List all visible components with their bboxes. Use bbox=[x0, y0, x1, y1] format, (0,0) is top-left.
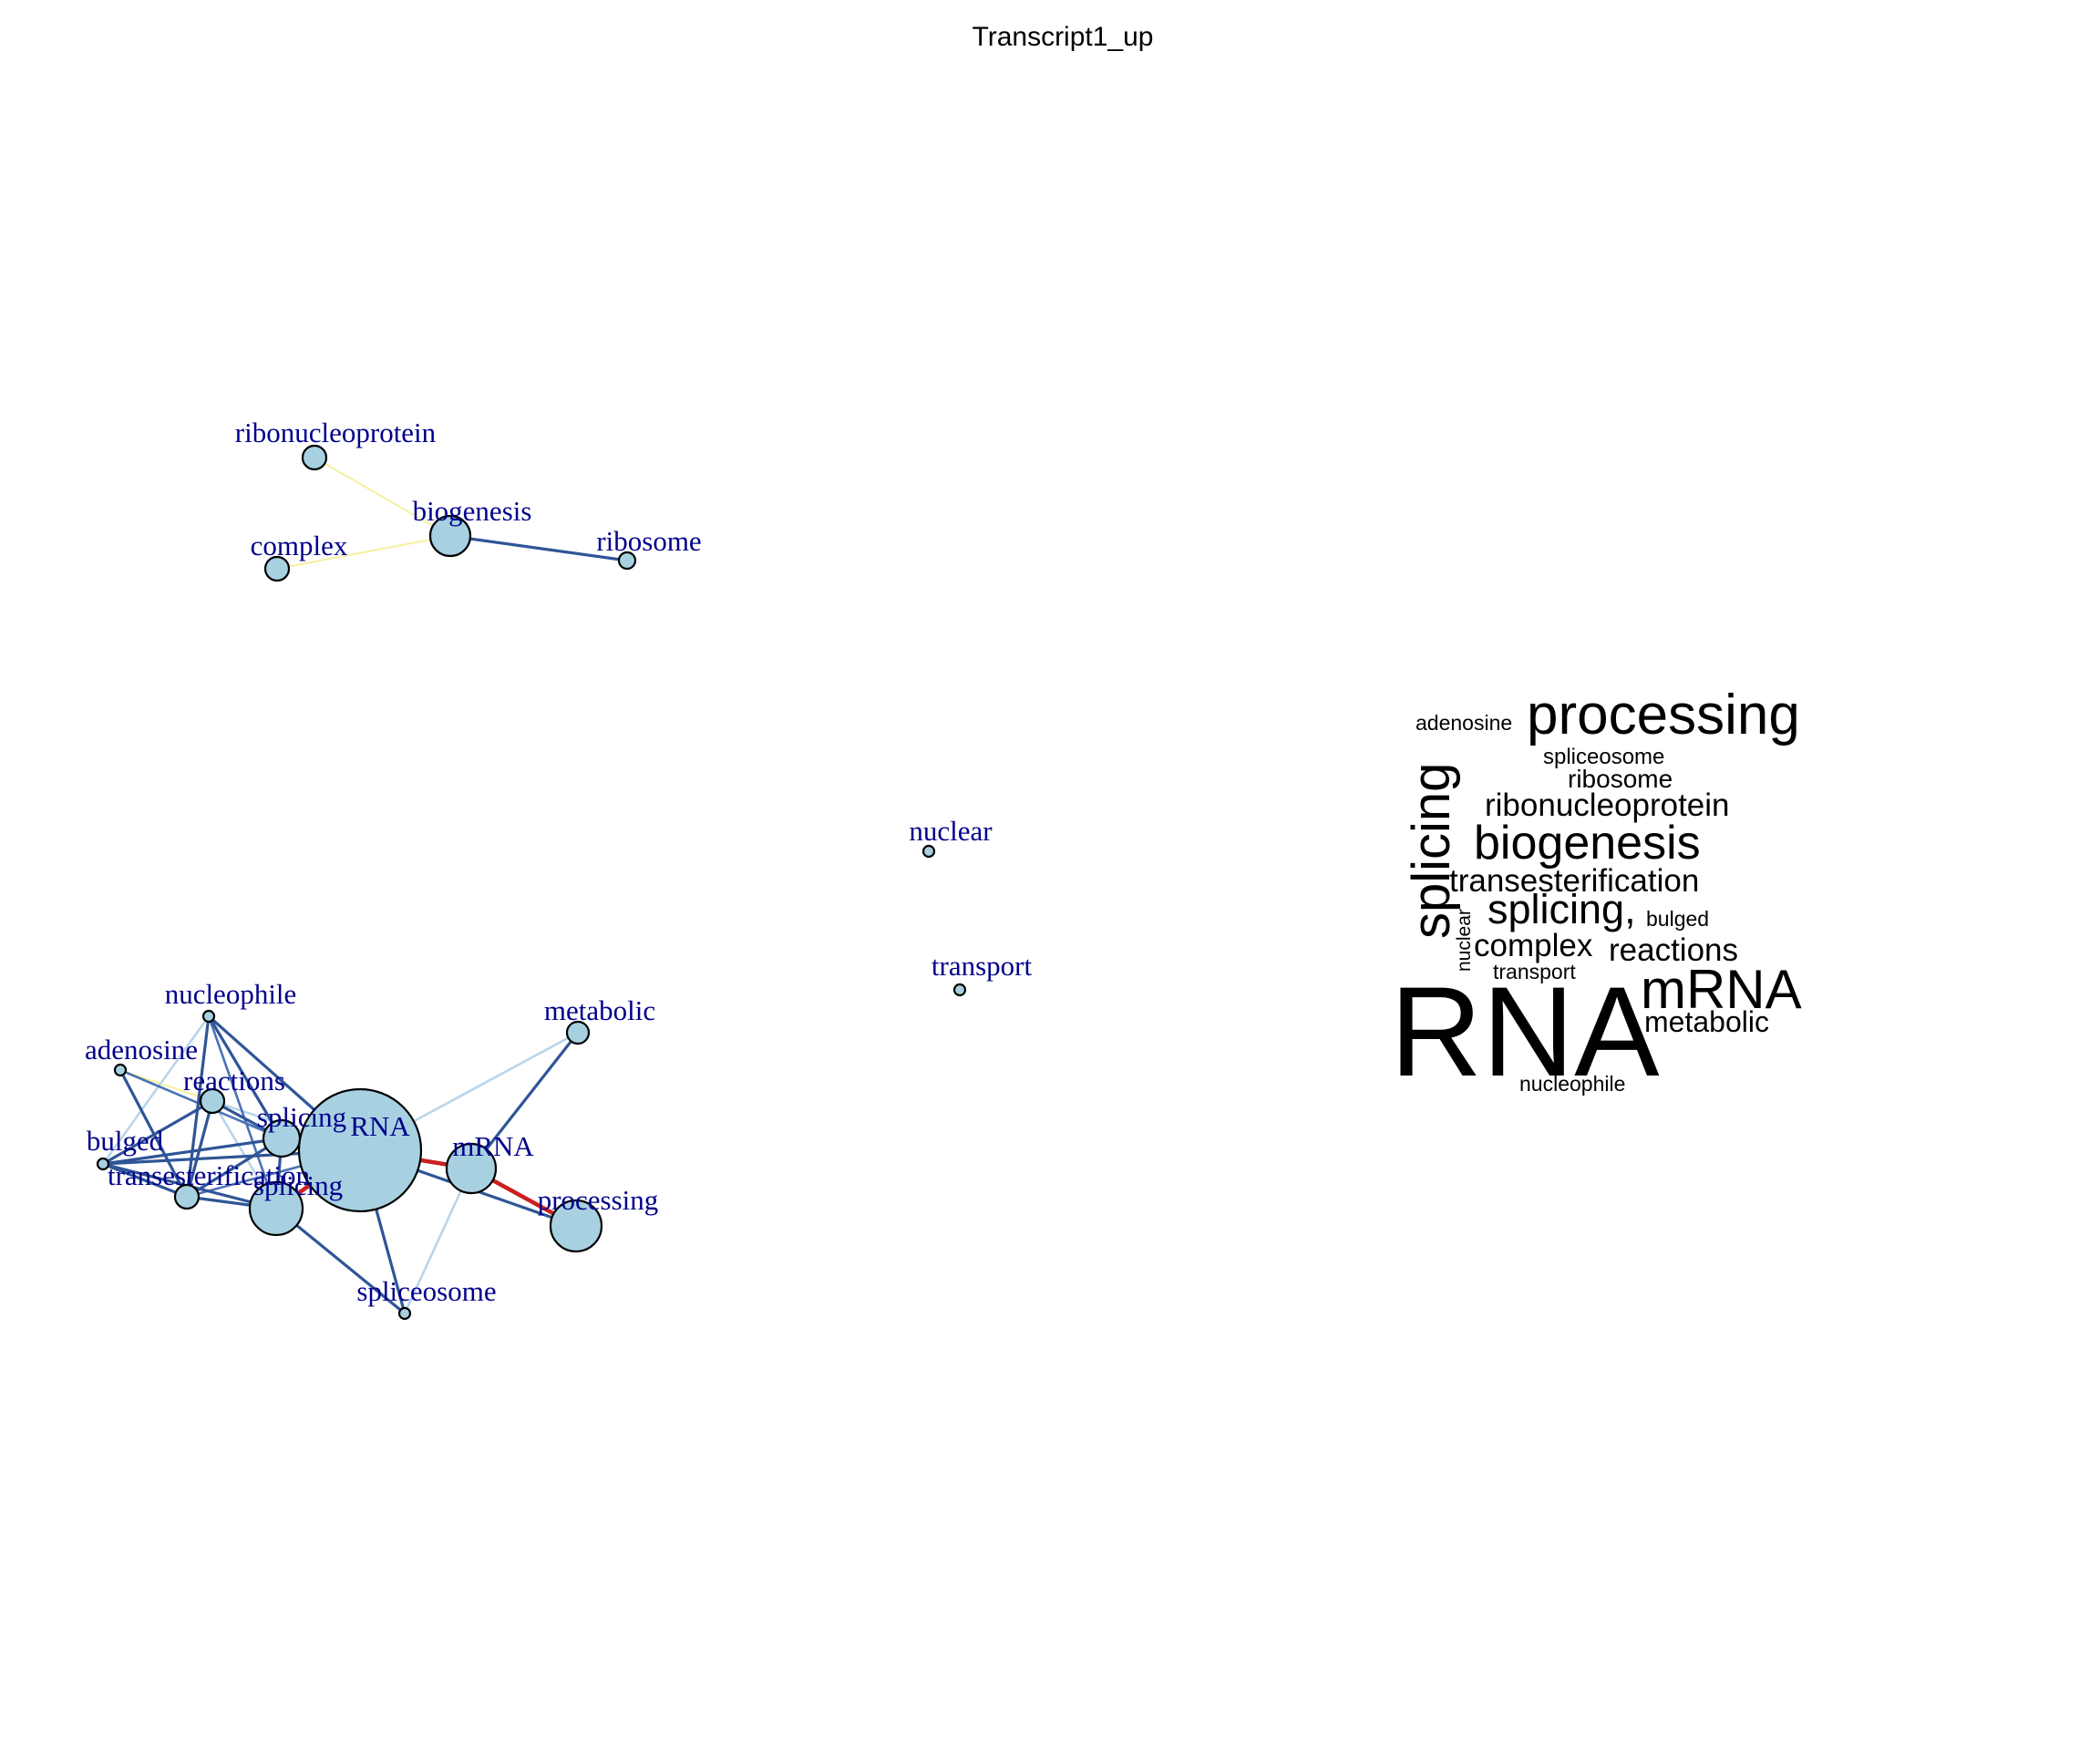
edge-mRNA-metabolic bbox=[469, 1032, 580, 1169]
network-nodes bbox=[96, 444, 967, 1321]
cloud-word-ribonucleoprotein: ribonucleoprotein bbox=[1485, 788, 1730, 823]
node-transport bbox=[952, 983, 967, 997]
network-labels: ribonucleoprotein biogenesis complex riboso… bbox=[85, 417, 1032, 1307]
figure-title: Transcript1_up bbox=[973, 22, 1154, 52]
cloud-word-metabolic: metabolic bbox=[1644, 1005, 1769, 1038]
node-label-transesterification: transesterification bbox=[108, 1159, 311, 1191]
edge-ribonucleoprotein-biogenesis bbox=[314, 457, 451, 537]
node-label-bulged: bulged bbox=[87, 1125, 164, 1157]
cloud-word-transport: transport bbox=[1493, 960, 1576, 983]
cloud-word-reactions: reactions bbox=[1609, 932, 1738, 968]
node-adenosine bbox=[113, 1063, 128, 1077]
edge-nucleophile-splicing_comma bbox=[207, 1015, 283, 1139]
node-ribosome bbox=[617, 551, 637, 571]
edge-splicing-spliceosome bbox=[274, 1207, 407, 1315]
node-label-processing: processing bbox=[538, 1184, 659, 1216]
cloud-word-rna: RNA bbox=[1390, 960, 1660, 1103]
edge-mRNA-spliceosome bbox=[403, 1168, 473, 1314]
cloud-word-nucleophile: nucleophile bbox=[1519, 1072, 1625, 1096]
node-bulged bbox=[96, 1157, 110, 1171]
cloud-word-adenosine: adenosine bbox=[1415, 711, 1512, 735]
node-label-nuclear: nuclear bbox=[909, 815, 993, 847]
cloud-word-complex: complex bbox=[1474, 928, 1593, 963]
cloud-word-bulged: bulged bbox=[1646, 907, 1709, 931]
cloud-word-mrna: mRNA bbox=[1641, 959, 1802, 1020]
node-biogenesis bbox=[428, 514, 472, 558]
node-label-adenosine: adenosine bbox=[85, 1034, 198, 1065]
node-label-transport: transport bbox=[932, 950, 1033, 982]
cloud-word-biogenesis: biogenesis bbox=[1474, 817, 1701, 870]
node-label-nucleophile: nucleophile bbox=[165, 978, 297, 1010]
edge-biogenesis-ribosome bbox=[449, 534, 628, 562]
edge-nucleophile-transesterification bbox=[185, 1015, 211, 1198]
node-label-metabolic: metabolic bbox=[544, 994, 655, 1026]
cloud-word-splicing-comma: splicing, bbox=[1488, 886, 1636, 932]
node-complex bbox=[263, 555, 291, 582]
node-label-splicing: splicing bbox=[253, 1169, 343, 1201]
node-metabolic bbox=[565, 1020, 591, 1045]
cloud-word-splicing: splicing bbox=[1402, 763, 1461, 939]
edge-nucleophile-bulged bbox=[101, 1015, 211, 1165]
cloud-word-processing: processing bbox=[1527, 684, 1800, 746]
node-spliceosome bbox=[397, 1306, 412, 1321]
node-processing bbox=[549, 1199, 603, 1253]
edge-bulged-transesterification bbox=[102, 1162, 188, 1199]
node-RNA bbox=[297, 1087, 423, 1213]
node-label-biogenesis: biogenesis bbox=[413, 495, 532, 527]
edge-adenosine-reactions bbox=[119, 1069, 213, 1102]
node-label-ribosome: ribosome bbox=[596, 525, 701, 557]
edge-splicing_comma-bulged bbox=[102, 1137, 283, 1166]
node-splicing bbox=[248, 1180, 304, 1237]
node-label-spliceosome: spliceosome bbox=[356, 1275, 496, 1307]
node-label-reactions: reactions bbox=[183, 1065, 285, 1096]
node-mRNA bbox=[445, 1142, 498, 1195]
cloud-word-spliceosome: spliceosome bbox=[1543, 745, 1664, 769]
node-label-mRNA: mRNA bbox=[452, 1130, 534, 1162]
cloud-word-transesterification: transesterification bbox=[1449, 863, 1699, 899]
cloud-word-ribosome: ribosome bbox=[1568, 765, 1673, 793]
node-transesterification bbox=[173, 1183, 201, 1210]
edge-reactions-bulged bbox=[102, 1099, 213, 1166]
node-reactions bbox=[199, 1087, 226, 1115]
node-label-splicing_comma: splicing bbox=[257, 1101, 346, 1133]
node-label-complex: complex bbox=[251, 530, 348, 561]
cloud-word-nuclear: nuclear bbox=[1454, 909, 1475, 972]
node-nucleophile bbox=[201, 1009, 216, 1024]
node-label-ribonucleoprotein: ribonucleoprotein bbox=[235, 417, 437, 448]
edge-complex-biogenesis bbox=[276, 535, 451, 570]
node-nuclear bbox=[921, 844, 936, 859]
node-ribonucleoprotein bbox=[301, 444, 328, 471]
node-label-RNA: RNA bbox=[350, 1110, 410, 1142]
